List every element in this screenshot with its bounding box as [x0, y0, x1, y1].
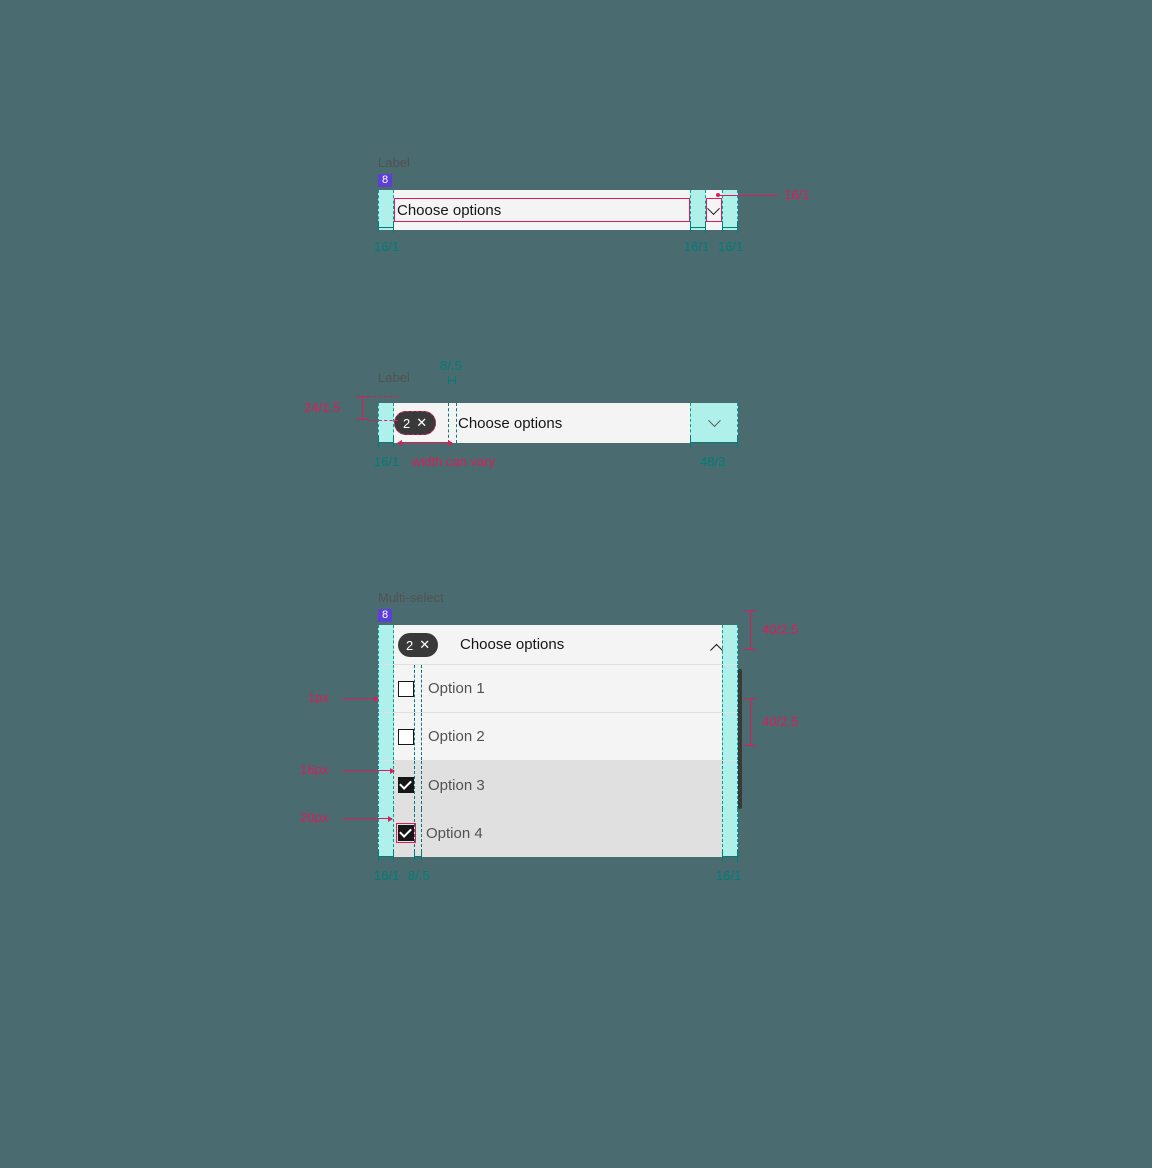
leader-line	[718, 195, 778, 196]
measure-label: 8/.5	[440, 358, 462, 373]
checkbox[interactable]	[398, 729, 414, 745]
measure-label: 1px	[308, 690, 329, 705]
placeholder-text: Choose options	[458, 403, 562, 443]
options-list: Option 1 Option 2 Option 3 Option 4	[378, 665, 738, 857]
measure-bracket	[414, 852, 422, 860]
checkbox-checked[interactable]	[398, 825, 414, 841]
dropdown-field[interactable]: Choose options	[378, 190, 738, 230]
guide-line	[368, 420, 398, 421]
placeholder-text: Choose options	[460, 625, 564, 664]
measure-bracket	[378, 221, 394, 233]
checkbox[interactable]	[398, 681, 414, 697]
measure-bracket	[690, 221, 706, 233]
measure-bracket	[378, 436, 394, 448]
padding-left-region	[378, 713, 394, 760]
measure-label: 40/2.5	[762, 714, 798, 729]
spec-closed-dropdown: Label 8 Choose options 16/1 16/1 16/1 16…	[378, 155, 738, 230]
spacing-badge: 8	[378, 609, 392, 622]
chevron-up-icon[interactable]	[708, 625, 724, 664]
padding-right-region	[722, 761, 738, 809]
measure-label: width can vary	[412, 454, 495, 469]
spec-multiselect-open: Multi-select 8 2 ✕ Choose options 40/2.5…	[378, 590, 738, 857]
option-label: Option 2	[428, 728, 485, 745]
option-row[interactable]: Option 1	[378, 665, 738, 713]
field-label: Label	[378, 155, 738, 170]
measure-label: 16/1	[684, 239, 709, 254]
leader-line	[342, 818, 392, 819]
width-arrow	[398, 442, 452, 443]
measure-bracket	[356, 396, 368, 420]
measure-label: 16/1	[784, 187, 809, 202]
spacing-badge: 8	[378, 174, 392, 187]
clear-icon[interactable]: ✕	[419, 637, 430, 653]
measure-label: 16/1	[374, 454, 399, 469]
measure-bracket	[448, 376, 456, 384]
multiselect-header[interactable]: 2 ✕ Choose options	[378, 625, 738, 665]
measure-bracket	[378, 850, 394, 862]
padding-left-region	[378, 665, 394, 712]
padding-right-region	[722, 665, 738, 712]
scrollbar[interactable]	[738, 669, 742, 809]
dash-guide	[448, 403, 449, 443]
padding-right-region	[722, 625, 738, 664]
leader-line	[342, 770, 394, 771]
placeholder-text: Choose options	[394, 198, 690, 222]
measure-label: 20px	[300, 810, 328, 825]
option-label: Option 1	[428, 680, 485, 697]
inner-gap-guide	[414, 665, 422, 712]
clear-icon[interactable]: ✕	[416, 415, 427, 431]
measure-bracket	[690, 436, 738, 448]
padding-left-region	[378, 625, 394, 664]
measure-bracket	[744, 698, 756, 746]
option-row[interactable]: Option 4	[378, 809, 738, 857]
measure-label: 16/1	[718, 239, 743, 254]
measure-bracket	[744, 610, 756, 650]
inner-gap-guide	[414, 713, 422, 760]
leader-line	[342, 698, 378, 699]
chevron-down-icon[interactable]	[706, 198, 722, 222]
field-label: Label	[378, 370, 738, 385]
checkbox-checked[interactable]	[398, 777, 414, 793]
option-label: Option 3	[428, 777, 485, 794]
measure-bracket	[722, 221, 738, 233]
selection-count-tag[interactable]: 2 ✕	[398, 633, 438, 657]
option-label: Option 4	[426, 825, 483, 842]
tag-count: 2	[406, 638, 413, 653]
measure-label: 16px	[300, 762, 328, 777]
dash-guide	[456, 403, 457, 443]
guide-line	[368, 396, 398, 397]
field-label: Multi-select	[378, 590, 738, 605]
dropdown-field[interactable]: 2 ✕ Choose options	[378, 403, 738, 443]
measure-label: 16/1	[374, 868, 399, 883]
measure-bracket	[722, 850, 738, 862]
padding-right-region	[722, 713, 738, 760]
checkbox-spec-outline	[396, 823, 416, 843]
measure-label: 48/3	[700, 454, 725, 469]
spec-dropdown-with-tag: Label 8/.5 2 ✕ Choose options 24/1.5 16/…	[378, 370, 738, 443]
selection-count-tag[interactable]: 2 ✕	[394, 411, 436, 435]
measure-label: 24/1.5	[304, 400, 340, 415]
inner-gap-guide	[414, 761, 422, 809]
measure-label: 16/1	[374, 239, 399, 254]
option-row[interactable]: Option 2	[378, 713, 738, 761]
measure-label: 40/2.5	[762, 622, 798, 637]
inner-gap-guide	[414, 809, 422, 857]
tag-count: 2	[403, 416, 410, 431]
option-row[interactable]: Option 3	[378, 761, 738, 809]
measure-label: 8/.5	[408, 868, 430, 883]
measure-label: 16/1	[716, 868, 741, 883]
